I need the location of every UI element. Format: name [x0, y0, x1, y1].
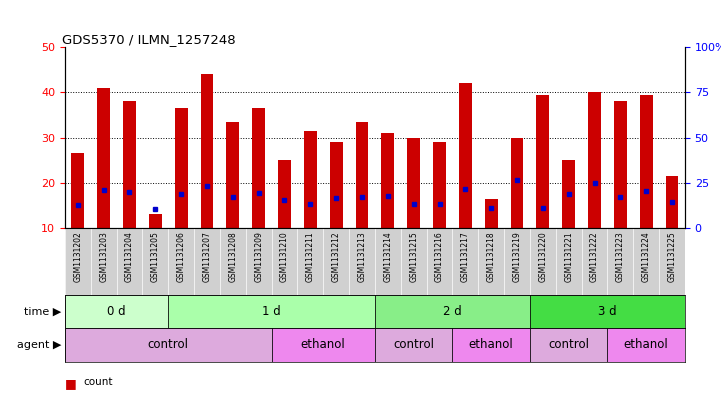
Bar: [329, 142, 342, 228]
Bar: [562, 160, 575, 228]
Bar: [226, 122, 239, 228]
Text: 0 d: 0 d: [107, 305, 126, 318]
Bar: [252, 108, 265, 228]
Text: GSM1131205: GSM1131205: [151, 231, 160, 282]
Bar: [65, 295, 168, 328]
Bar: [65, 328, 272, 362]
Text: control: control: [548, 338, 589, 351]
Bar: [149, 214, 162, 228]
Bar: [304, 131, 317, 228]
Bar: [459, 83, 472, 228]
Text: GSM1131207: GSM1131207: [203, 231, 211, 282]
Text: GSM1131204: GSM1131204: [125, 231, 134, 282]
Bar: [485, 198, 497, 228]
Text: GSM1131220: GSM1131220: [539, 231, 547, 282]
Text: GSM1131221: GSM1131221: [565, 231, 573, 282]
Bar: [123, 101, 136, 228]
Bar: [588, 92, 601, 228]
Text: GSM1131202: GSM1131202: [74, 231, 82, 282]
Text: 3 d: 3 d: [598, 305, 616, 318]
Text: count: count: [83, 377, 112, 387]
Bar: [278, 160, 291, 228]
Text: ■: ■: [65, 377, 76, 390]
Bar: [375, 328, 453, 362]
Text: control: control: [148, 338, 189, 351]
Text: ethanol: ethanol: [624, 338, 668, 351]
Bar: [71, 153, 84, 228]
Bar: [272, 328, 375, 362]
Bar: [407, 138, 420, 228]
Bar: [375, 295, 530, 328]
Text: GSM1131219: GSM1131219: [513, 231, 521, 282]
Text: control: control: [393, 338, 434, 351]
Text: GSM1131211: GSM1131211: [306, 231, 315, 282]
Bar: [614, 101, 627, 228]
Text: GSM1131215: GSM1131215: [410, 231, 418, 282]
Text: GSM1131209: GSM1131209: [255, 231, 263, 282]
Text: GSM1131216: GSM1131216: [435, 231, 444, 282]
Text: 1 d: 1 d: [262, 305, 281, 318]
Text: GSM1131217: GSM1131217: [461, 231, 470, 282]
Text: time ▶: time ▶: [24, 307, 61, 316]
Bar: [200, 74, 213, 228]
Text: ethanol: ethanol: [301, 338, 345, 351]
Bar: [168, 295, 375, 328]
Text: GSM1131210: GSM1131210: [280, 231, 289, 282]
Bar: [355, 122, 368, 228]
Text: GSM1131225: GSM1131225: [668, 231, 676, 282]
Text: GSM1131212: GSM1131212: [332, 231, 340, 282]
Bar: [97, 88, 110, 228]
Bar: [536, 95, 549, 228]
Text: agent ▶: agent ▶: [17, 340, 61, 350]
Bar: [381, 133, 394, 228]
Bar: [510, 138, 523, 228]
Bar: [607, 328, 685, 362]
Text: GSM1131218: GSM1131218: [487, 231, 495, 282]
Bar: [174, 108, 187, 228]
Text: 2 d: 2 d: [443, 305, 462, 318]
Text: GSM1131223: GSM1131223: [616, 231, 625, 282]
Text: GSM1131206: GSM1131206: [177, 231, 185, 282]
Bar: [453, 328, 530, 362]
Text: GSM1131214: GSM1131214: [384, 231, 392, 282]
Bar: [640, 95, 653, 228]
Bar: [665, 176, 678, 228]
Text: GDS5370 / ILMN_1257248: GDS5370 / ILMN_1257248: [62, 33, 236, 46]
Text: GSM1131222: GSM1131222: [590, 231, 599, 282]
Bar: [433, 142, 446, 228]
Text: ethanol: ethanol: [469, 338, 513, 351]
Text: GSM1131213: GSM1131213: [358, 231, 366, 282]
Text: GSM1131224: GSM1131224: [642, 231, 650, 282]
Text: GSM1131208: GSM1131208: [229, 231, 237, 282]
Bar: [530, 328, 607, 362]
Bar: [530, 295, 685, 328]
Text: GSM1131203: GSM1131203: [99, 231, 108, 282]
